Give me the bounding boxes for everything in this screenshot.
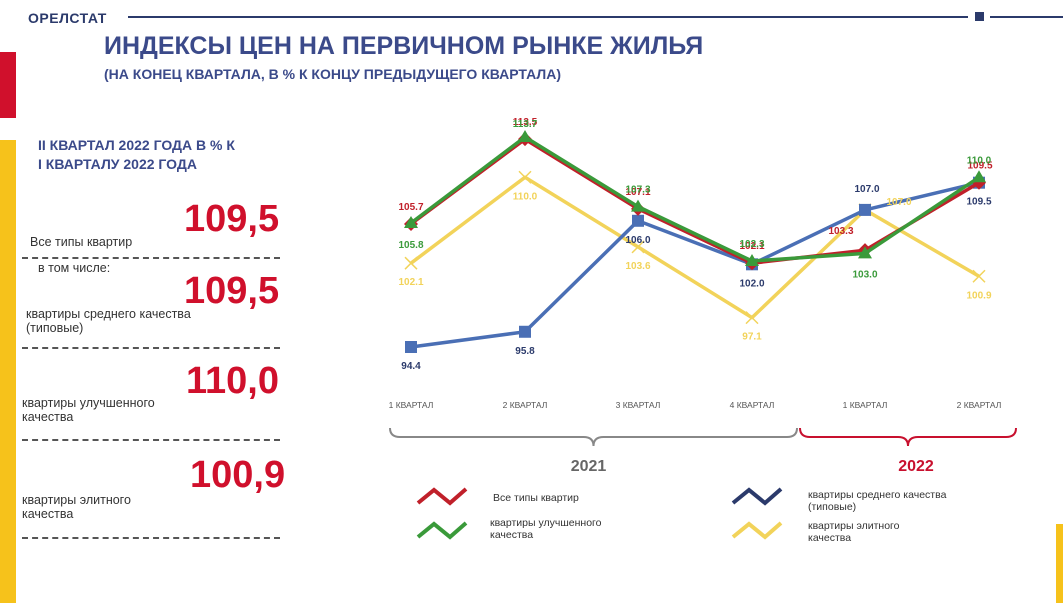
left-panel-heading-line1: II КВАРТАЛ 2022 ГОДА В % К: [38, 137, 235, 153]
improved-quality-value: 110,0: [186, 360, 279, 402]
data-label: 109.5: [967, 161, 992, 172]
data-point: [404, 256, 418, 270]
data-label: 97.1: [742, 332, 762, 343]
data-point: [631, 240, 645, 254]
x-tick-label: 4 КВАРТАЛ: [730, 400, 775, 410]
improved-quality-label-line1: квартиры улучшенного: [22, 396, 155, 410]
all-types-value: 109,5: [184, 198, 280, 240]
data-point: [745, 311, 759, 325]
page-title: ИНДЕКСЫ ЦЕН НА ПЕРВИЧНОМ РЫНКЕ ЖИЛЬЯ: [104, 32, 704, 60]
mid-quality-label-line2: (типовые): [26, 321, 84, 335]
data-label: 106.0: [625, 235, 650, 246]
mid-quality-value: 109,5: [184, 270, 280, 312]
mid-quality-label: квартиры среднего качества (типовые): [26, 307, 191, 335]
data-label: 105.7: [398, 202, 423, 213]
page-subtitle: (НА КОНЕЦ КВАРТАЛА, В % К КОНЦУ ПРЕДЫДУЩ…: [104, 66, 561, 82]
year-brace-2022: [799, 427, 1017, 447]
accent-bar-yellow: [0, 140, 16, 603]
data-point: [859, 203, 871, 216]
data-point: [519, 325, 531, 338]
elite-quality-value: 100,9: [190, 454, 286, 496]
legend-swatch: [416, 521, 468, 540]
improved-quality-label: квартиры улучшенного качества: [22, 396, 155, 424]
data-label: 113.7: [513, 119, 538, 130]
divider: [22, 257, 280, 259]
data-label: 109.5: [966, 197, 991, 208]
legend-swatch: [416, 487, 468, 506]
data-label: 102.3: [739, 239, 764, 250]
x-tick-label: 1 КВАРТАЛ: [843, 400, 888, 410]
x-tick-label: 1 КВАРТАЛ: [389, 400, 434, 410]
data-label: 105.8: [398, 240, 423, 251]
header-square-marker: [975, 12, 984, 21]
data-point: [405, 341, 417, 353]
data-label: 107.0: [854, 184, 879, 195]
legend-swatch: [731, 521, 783, 540]
data-label: 107.1: [625, 187, 650, 198]
header-divider: [128, 16, 968, 18]
all-types-label: Все типы квартир: [30, 235, 133, 249]
improved-quality-label-line2: качества: [22, 410, 74, 424]
data-label: 103.3: [828, 226, 853, 237]
series-line-3: [409, 175, 980, 320]
data-label: 113.5: [513, 117, 538, 128]
legend-swatch: [731, 487, 783, 506]
data-label: 100.9: [966, 290, 991, 301]
year-brace-2021: [389, 427, 798, 447]
legend-label-mid-quality: квартиры среднего качества (типовые): [808, 489, 947, 513]
data-label: 94.4: [401, 361, 421, 372]
header-divider-right: [990, 16, 1063, 18]
x-tick-label: 2 КВАРТАЛ: [957, 400, 1002, 410]
data-label: 110.0: [967, 155, 992, 166]
data-label: 103.0: [852, 269, 877, 280]
data-label: 103.6: [625, 261, 650, 272]
data-label: 107.3: [625, 185, 650, 196]
year-label-2022: 2022: [898, 458, 934, 475]
data-point: [518, 130, 532, 142]
elite-quality-label-line2: качества: [22, 507, 74, 521]
brand-logo-text: ОРЕЛСТАТ: [28, 10, 107, 26]
x-tick-label: 2 КВАРТАЛ: [503, 400, 548, 410]
left-panel-heading-line2: I КВАРТАЛУ 2022 ГОДА: [38, 156, 197, 172]
accent-bar-red: [0, 52, 16, 118]
legend-label-elite-quality: квартиры элитного качества: [808, 520, 900, 544]
series-line-1: [410, 180, 980, 349]
series-line-2: [409, 135, 980, 263]
accent-bar-yellow-right: [1056, 524, 1063, 603]
legend-label-improved-quality: квартиры улучшенного качества: [490, 517, 602, 541]
data-point: [745, 254, 759, 267]
data-label: 102.0: [739, 278, 764, 289]
mid-quality-label-line1: квартиры среднего качества: [26, 307, 191, 321]
data-label: 110.0: [513, 191, 538, 202]
data-point: [631, 199, 645, 212]
data-label: 107.0: [886, 197, 911, 208]
data-point: [858, 246, 872, 259]
left-panel-heading: II КВАРТАЛ 2022 ГОДА В % К I КВАРТАЛУ 20…: [38, 136, 235, 174]
data-label: 102.1: [739, 241, 764, 252]
legend-label-all-types: Все типы квартир: [493, 492, 579, 504]
data-label: 95.8: [515, 346, 535, 357]
divider: [22, 439, 280, 441]
x-tick-label: 3 КВАРТАЛ: [616, 400, 661, 410]
data-point: [632, 214, 644, 227]
data-point: [972, 170, 986, 183]
elite-quality-label-line1: квартиры элитного: [22, 493, 131, 507]
data-label: 102.1: [398, 277, 423, 288]
data-point: [404, 215, 418, 228]
divider: [22, 347, 280, 349]
elite-quality-label: квартиры элитного качества: [22, 493, 131, 521]
year-label-2021: 2021: [571, 458, 607, 475]
including-label: в том числе:: [38, 261, 111, 275]
data-point: [972, 269, 986, 283]
divider: [22, 537, 280, 539]
data-point: [518, 170, 532, 184]
